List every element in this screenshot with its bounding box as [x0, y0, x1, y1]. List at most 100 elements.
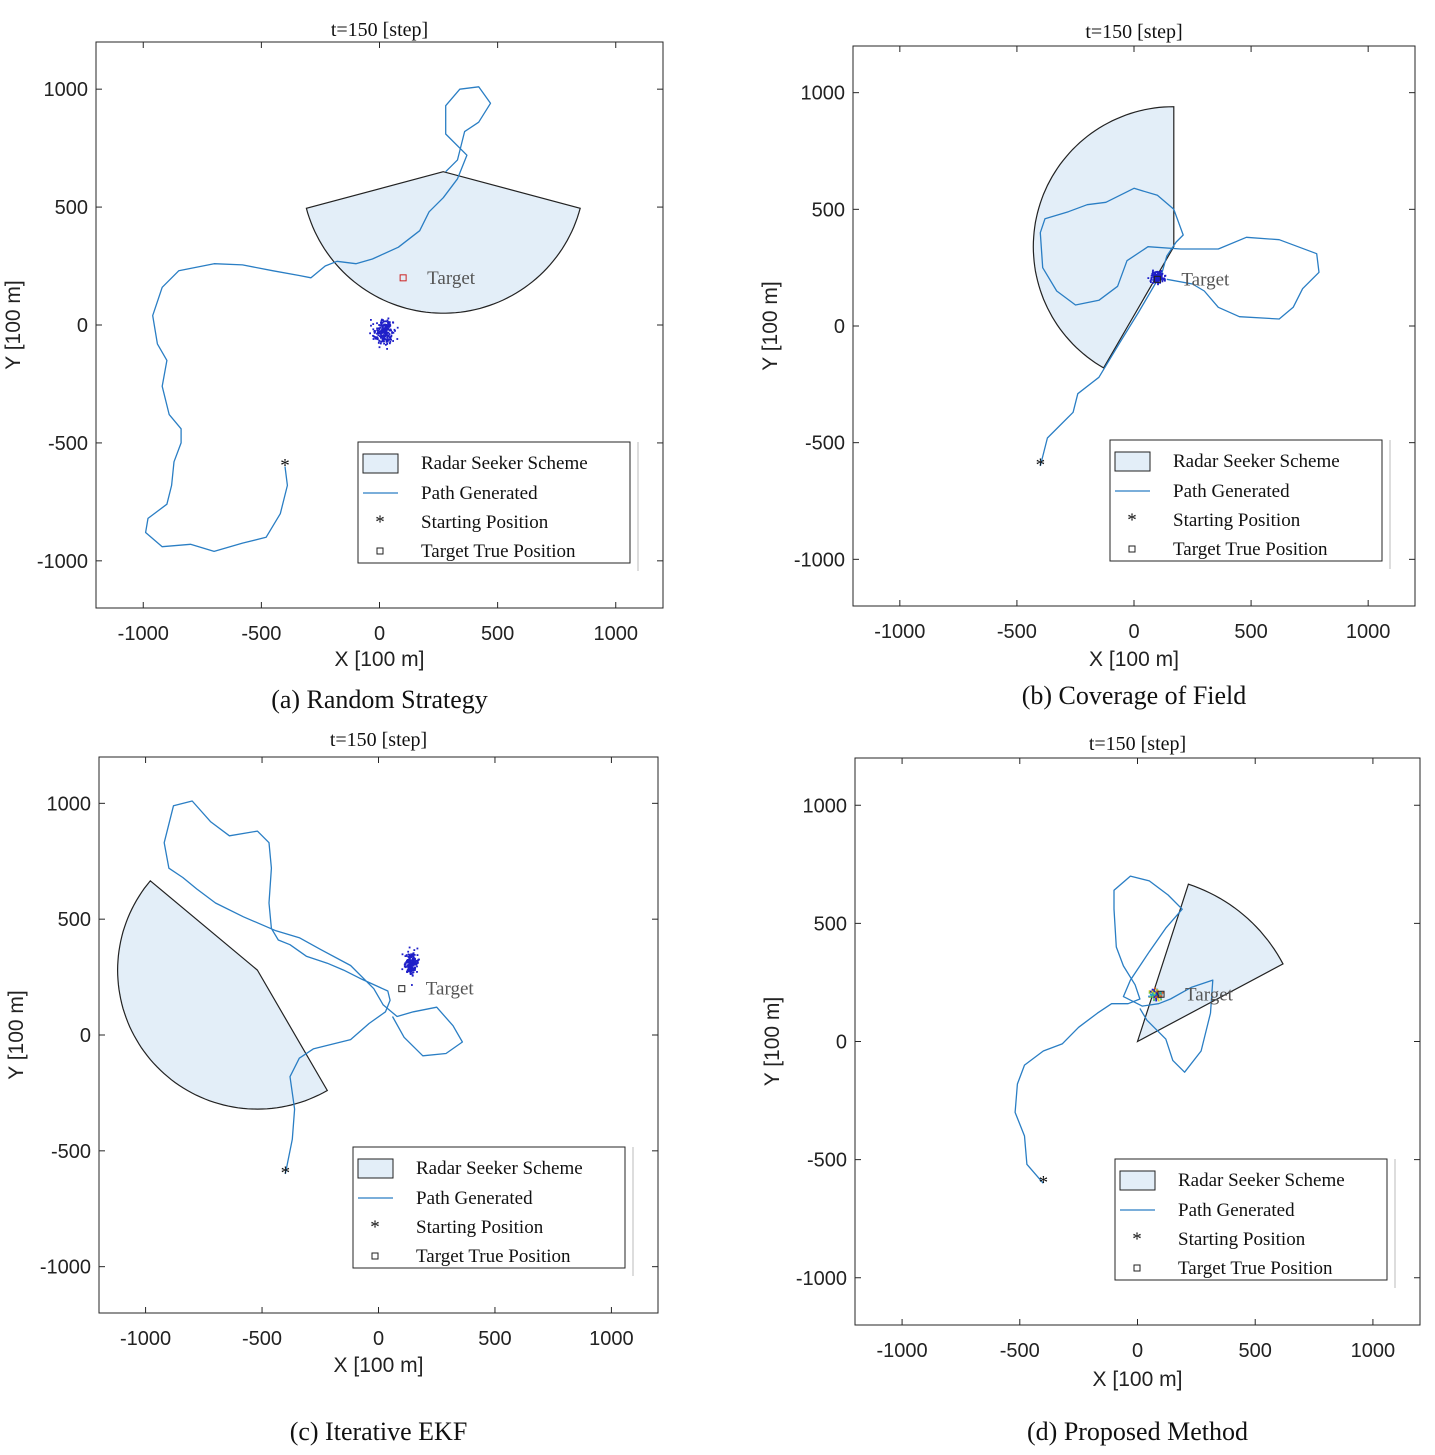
particle [391, 331, 394, 333]
x-tick-label: -500 [1000, 1340, 1040, 1362]
particle [416, 960, 419, 962]
legend: * Radar Seeker Scheme Path Generated Starti… [1109, 439, 1391, 569]
particle [1160, 276, 1163, 279]
particle [381, 337, 384, 340]
particle [382, 331, 384, 334]
particle [1159, 993, 1162, 995]
particle [1152, 275, 1155, 278]
particle [378, 332, 381, 335]
legend-entry: Target True Position [421, 541, 576, 562]
particle [380, 321, 382, 324]
starting-position-marker: * [281, 1163, 291, 1184]
plot-content: Target * [1032, 106, 1320, 476]
particle [414, 966, 416, 969]
particle [379, 342, 382, 345]
y-tick-label: 1000 [44, 79, 89, 101]
y-tick-label: 1000 [47, 793, 92, 815]
particle [1152, 274, 1154, 277]
particle [387, 328, 390, 331]
particle [384, 324, 387, 326]
particle [406, 960, 409, 962]
particle [408, 959, 411, 961]
y-tick-label: -1000 [796, 1268, 847, 1290]
particle [410, 962, 412, 965]
particle [1161, 273, 1164, 275]
particle [370, 324, 372, 327]
particle [1156, 280, 1159, 283]
particle [387, 331, 390, 334]
particle [409, 971, 412, 974]
x-tick-label: 1000 [1351, 1340, 1396, 1362]
particle [1156, 272, 1159, 275]
particle [1153, 990, 1155, 992]
particle [1156, 276, 1158, 279]
legend-swatch-start: * [375, 512, 385, 533]
particle [389, 329, 391, 332]
particle [386, 340, 389, 342]
particle [377, 331, 379, 334]
particle [380, 319, 383, 322]
particle [1156, 993, 1159, 995]
particle [409, 973, 412, 975]
particle [407, 961, 409, 963]
particle [1151, 990, 1154, 993]
particle [1160, 998, 1162, 1001]
particle [388, 333, 391, 335]
particle [1151, 996, 1154, 998]
legend-entry: Target True Position [416, 1246, 571, 1267]
particle [407, 956, 410, 958]
particle [370, 319, 372, 321]
particle [416, 954, 419, 956]
particle [377, 329, 380, 332]
particle [1150, 277, 1153, 280]
particle [373, 336, 376, 338]
particle [1152, 269, 1154, 272]
subplot-caption: (b) Coverage of Field [1022, 681, 1247, 710]
particle [386, 319, 389, 322]
particle [374, 330, 376, 333]
particle [1160, 992, 1163, 995]
legend-swatch-target [376, 547, 384, 555]
subplot-caption: (d) Proposed Method [1027, 1417, 1248, 1446]
particle [382, 320, 385, 323]
particle [1162, 278, 1164, 281]
particle [376, 329, 379, 332]
x-tick-label: 1000 [1346, 621, 1391, 643]
particle [382, 319, 384, 321]
particle [387, 321, 389, 324]
particle [416, 965, 418, 968]
particle [1154, 278, 1156, 280]
particle [1149, 280, 1152, 282]
legend-swatch-start: * [1127, 510, 1137, 531]
particle [396, 326, 399, 329]
particle [1155, 279, 1158, 282]
particle [1156, 989, 1159, 992]
particle [387, 335, 389, 338]
particle [376, 337, 379, 340]
x-tick-label: 500 [478, 1328, 511, 1350]
legend-entry: Radar Seeker Scheme [1173, 451, 1340, 472]
particle [1153, 995, 1156, 997]
legend-swatch-radar [1119, 1170, 1156, 1191]
particle [406, 969, 409, 971]
particle [385, 341, 388, 343]
x-tick-label: -1000 [877, 1340, 928, 1362]
particle [382, 338, 384, 341]
particle [1151, 992, 1154, 994]
particle [406, 964, 409, 967]
legend-swatch-start: * [1132, 1229, 1142, 1250]
particle [387, 317, 390, 320]
particle [414, 960, 417, 963]
y-tick-label: -500 [807, 1150, 847, 1172]
particle [1147, 277, 1150, 279]
legend-box [352, 1146, 626, 1269]
y-tick-label: -500 [805, 433, 845, 455]
particle [1158, 277, 1161, 280]
legend-swatch-radar [362, 453, 399, 474]
particle [408, 966, 411, 969]
subplot-1: Target * -1000 -500 0 500 1000 1000 500 0 -500 -100… [2, 19, 664, 714]
target-label: Target [1181, 269, 1230, 290]
particle [1155, 274, 1158, 277]
particle [1148, 991, 1151, 994]
particle [411, 984, 413, 986]
